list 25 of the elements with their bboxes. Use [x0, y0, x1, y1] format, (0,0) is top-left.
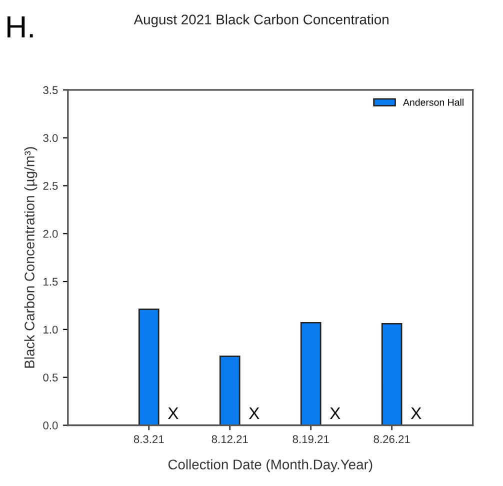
y-axis-title: Black Carbon Concentration (µg/m³) [24, 147, 38, 368]
x-tick-label: 8.12.21 [212, 435, 248, 444]
x-tick-label: 8.3.21 [134, 435, 164, 444]
y-tick-label: 2.5 [43, 182, 58, 190]
y-tick-label: 3.5 [43, 86, 58, 94]
x-tick-label: 8.26.21 [374, 435, 410, 444]
bar [300, 322, 322, 426]
x-axis-title: Collection Date (Month.Day.Year) [168, 459, 372, 472]
annotation: X [248, 408, 260, 420]
chart-title: August 2021 Black Carbon Concentration [134, 14, 388, 28]
text: H. [8, 16, 33, 38]
annotation: X [410, 408, 422, 420]
bar [381, 322, 402, 426]
x-tick-label: 8.19.21 [292, 435, 329, 444]
y-tick-label: 1.5 [44, 278, 58, 286]
y-tick-label: 0.0 [43, 422, 58, 430]
y-tick-label: 2.0 [43, 230, 58, 238]
legend-label: Anderson Hall [403, 98, 464, 106]
y-tick-label: 3.0 [43, 134, 58, 142]
annotation: X [168, 408, 178, 420]
y-tick-label: 0.5 [43, 374, 58, 382]
bar [138, 308, 160, 426]
annotation: X [330, 408, 340, 420]
y-tick-label: 1.0 [44, 326, 58, 334]
bar [219, 356, 240, 426]
